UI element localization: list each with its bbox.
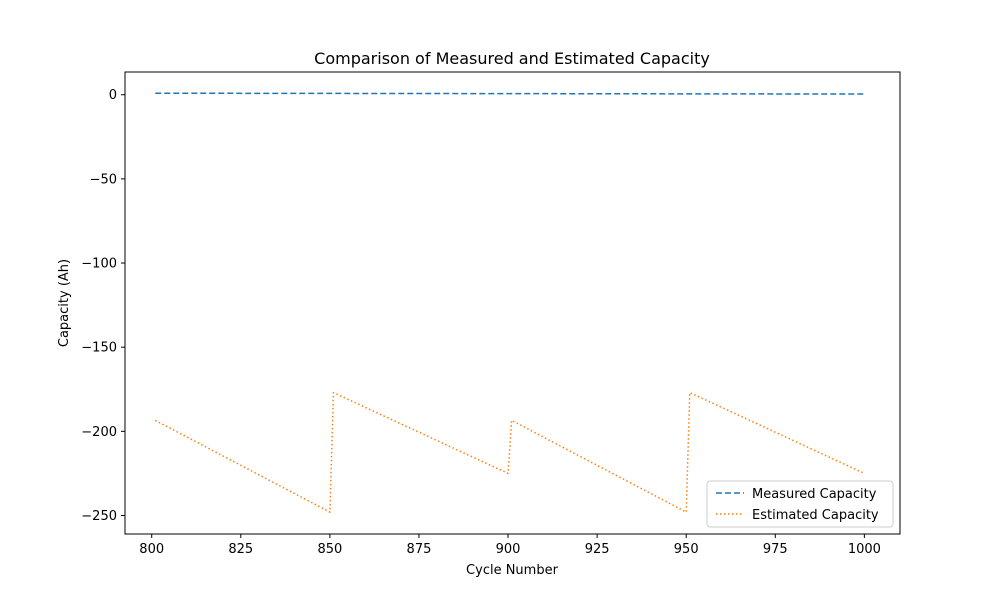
series-line-measured-capacity: [155, 92, 865, 95]
y-tick-label: −100: [81, 257, 117, 272]
y-tick-label: −250: [81, 509, 117, 524]
y-axis: 0 −50 −100 −150 −200 −250: [81, 88, 125, 524]
x-axis-label: Cycle Number: [466, 563, 559, 578]
x-tick-label: 925: [585, 542, 610, 557]
y-tick-label: 0: [109, 88, 117, 103]
series-layer: [154, 92, 865, 513]
legend-box: [706, 480, 894, 528]
y-tick-label: −200: [81, 425, 117, 440]
chart-title: Comparison of Measured and Estimated Cap…: [314, 49, 710, 68]
x-tick-label: 1000: [848, 542, 881, 557]
y-tick-label: −50: [90, 172, 117, 187]
x-axis: 800 825 850 875 900 925 950 975 1000: [139, 534, 881, 557]
legend-label-measured-capacity: Measured Capacity: [752, 487, 877, 502]
x-tick-label: 800: [139, 542, 164, 557]
x-tick-label: 975: [763, 542, 788, 557]
y-tick-label: −150: [81, 341, 117, 356]
x-tick-label: 875: [407, 542, 432, 557]
legend: Measured Capacity Estimated Capacity: [706, 480, 894, 528]
plot-area: [125, 72, 900, 534]
y-axis-label: Capacity (Ah): [57, 259, 72, 347]
legend-label-estimated-capacity: Estimated Capacity: [752, 508, 879, 523]
x-tick-label: 900: [496, 542, 521, 557]
series-line-estimated-capacity: [154, 391, 865, 513]
plot-frame: [124, 71, 901, 535]
x-tick-label: 825: [228, 542, 253, 557]
x-tick-label: 950: [674, 542, 699, 557]
x-tick-label: 850: [317, 542, 342, 557]
